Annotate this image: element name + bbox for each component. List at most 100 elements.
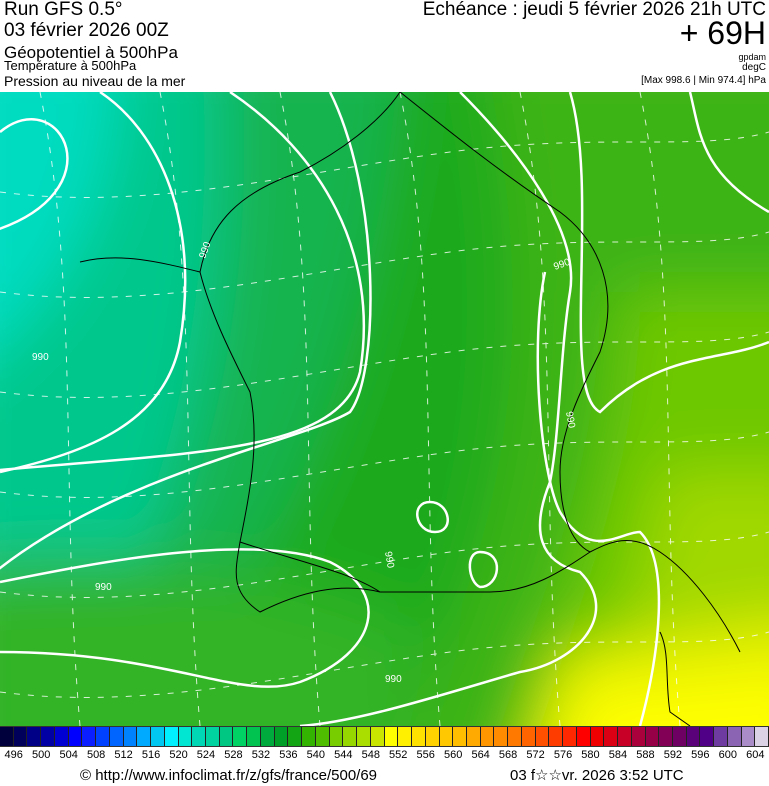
color-scale-cell bbox=[192, 727, 207, 746]
color-scale-label: 544 bbox=[334, 749, 353, 761]
color-scale-label: 588 bbox=[636, 749, 655, 761]
contour-label: 990 bbox=[95, 582, 112, 593]
color-scale-cell bbox=[631, 727, 646, 746]
color-scale-label: 508 bbox=[86, 749, 106, 761]
color-scale-label: 520 bbox=[169, 749, 188, 761]
color-scale-cell bbox=[398, 727, 413, 746]
color-scale-cell bbox=[343, 727, 358, 746]
color-scale-label: 512 bbox=[114, 749, 133, 761]
color-scale-label: 600 bbox=[718, 749, 737, 761]
run-date: 03 février 2026 00Z bbox=[4, 20, 169, 41]
color-scale-cell bbox=[672, 727, 687, 746]
color-scale-cell bbox=[494, 727, 509, 746]
color-scale-label: 560 bbox=[443, 749, 463, 761]
isobar bbox=[0, 92, 372, 570]
color-scale-cell bbox=[274, 727, 289, 746]
color-scale-cell bbox=[384, 727, 399, 746]
isobar bbox=[0, 92, 365, 472]
color-scale-cell bbox=[27, 727, 42, 746]
unit-gpdam: gpdam bbox=[738, 52, 766, 62]
color-scale-cell bbox=[219, 727, 234, 746]
color-scale-label: 576 bbox=[553, 749, 573, 761]
color-scale-cell bbox=[13, 727, 28, 746]
color-scale-label: 572 bbox=[526, 749, 545, 761]
isobar bbox=[416, 500, 449, 534]
color-scale-label: 524 bbox=[196, 749, 216, 761]
temperature-contours bbox=[0, 92, 769, 726]
isobar bbox=[299, 92, 598, 726]
color-scale-label: 540 bbox=[306, 749, 326, 761]
color-scale-label: 556 bbox=[416, 749, 435, 761]
color-scale-label: 604 bbox=[746, 749, 765, 761]
color-scale-cell bbox=[96, 727, 110, 746]
color-scale-cell bbox=[357, 727, 371, 746]
color-scale-cell bbox=[54, 727, 69, 746]
contour-label: 990 bbox=[382, 551, 396, 570]
color-scale-label: 568 bbox=[498, 749, 518, 761]
color-scale-cell bbox=[123, 727, 138, 746]
color-scale-cell bbox=[439, 727, 454, 746]
color-scale-cell bbox=[302, 727, 316, 746]
layer-pressure: Pression au niveau de la mer bbox=[4, 73, 186, 89]
color-scale-cell bbox=[260, 727, 275, 746]
generation-timestamp: 03 f☆☆vr. 2026 3:52 UTC bbox=[510, 767, 684, 784]
color-scale-cell bbox=[590, 727, 605, 746]
color-scale-cell bbox=[563, 727, 577, 746]
color-scale-label: 504 bbox=[59, 749, 78, 761]
color-scale-cell bbox=[549, 727, 564, 746]
color-scale-cell bbox=[576, 727, 591, 746]
color-scale-cell bbox=[659, 727, 673, 746]
source-url[interactable]: © http://www.infoclimat.fr/z/gfs/france/… bbox=[80, 767, 378, 784]
color-scale-cell bbox=[247, 727, 261, 746]
color-scale-label: 548 bbox=[361, 749, 380, 761]
color-scale-label: 496 bbox=[4, 749, 23, 761]
geopotential-field bbox=[0, 92, 769, 726]
color-scale-cell bbox=[412, 727, 426, 746]
color-scale-label: 500 bbox=[32, 749, 51, 761]
color-scale-label: 580 bbox=[581, 749, 600, 761]
color-scale-label: 596 bbox=[691, 749, 710, 761]
isobar bbox=[536, 271, 661, 726]
isobar bbox=[468, 550, 499, 589]
layer-temperature: Température à 500hPa bbox=[4, 58, 137, 73]
color-scale-cell bbox=[425, 727, 440, 746]
color-scale-cell bbox=[178, 727, 193, 746]
color-scale-label: 552 bbox=[389, 749, 408, 761]
contour-label: 990 bbox=[32, 352, 49, 363]
color-scale-label: 564 bbox=[471, 749, 490, 761]
contour-label: 990 bbox=[563, 411, 577, 430]
color-scale-cell bbox=[645, 727, 660, 746]
forecast-offset: + 69H bbox=[679, 15, 766, 51]
color-scale-cell bbox=[370, 727, 385, 746]
contour-label: 990 bbox=[385, 674, 402, 685]
color-scale-cell bbox=[508, 727, 522, 746]
color-scale-cell bbox=[618, 727, 632, 746]
color-scale-label: 536 bbox=[279, 749, 298, 761]
color-scale-label: 528 bbox=[224, 749, 243, 761]
isobar bbox=[568, 92, 769, 414]
color-scale-cell bbox=[755, 727, 769, 746]
color-scale-cell bbox=[453, 727, 467, 746]
color-scale bbox=[0, 726, 769, 747]
color-scale-cell bbox=[604, 727, 619, 746]
color-scale-cell bbox=[233, 727, 248, 746]
forecast-validity: Echéance : jeudi 5 février 2026 21h UTC bbox=[422, 0, 766, 20]
color-scale-cell bbox=[164, 727, 179, 746]
run-title: Run GFS 0.5° bbox=[4, 0, 123, 20]
color-scale-cell bbox=[521, 727, 536, 746]
unit-degc: degC bbox=[742, 62, 766, 73]
color-scale-cell bbox=[82, 727, 97, 746]
pressure-contours bbox=[0, 92, 769, 726]
forecast-map: 990 990 990 990 990 990 990 bbox=[0, 92, 769, 726]
color-scale-cell bbox=[151, 727, 165, 746]
color-scale-label: 516 bbox=[141, 749, 161, 761]
color-scale-cell bbox=[727, 727, 742, 746]
color-scale-cell bbox=[480, 727, 495, 746]
color-scale-cell bbox=[109, 727, 124, 746]
layer-geopotential: Géopotentiel à 500hPa bbox=[4, 43, 178, 62]
color-scale-cell bbox=[741, 727, 756, 746]
color-scale-cell bbox=[315, 727, 330, 746]
isobar bbox=[688, 92, 769, 214]
color-scale-cell bbox=[466, 727, 481, 746]
